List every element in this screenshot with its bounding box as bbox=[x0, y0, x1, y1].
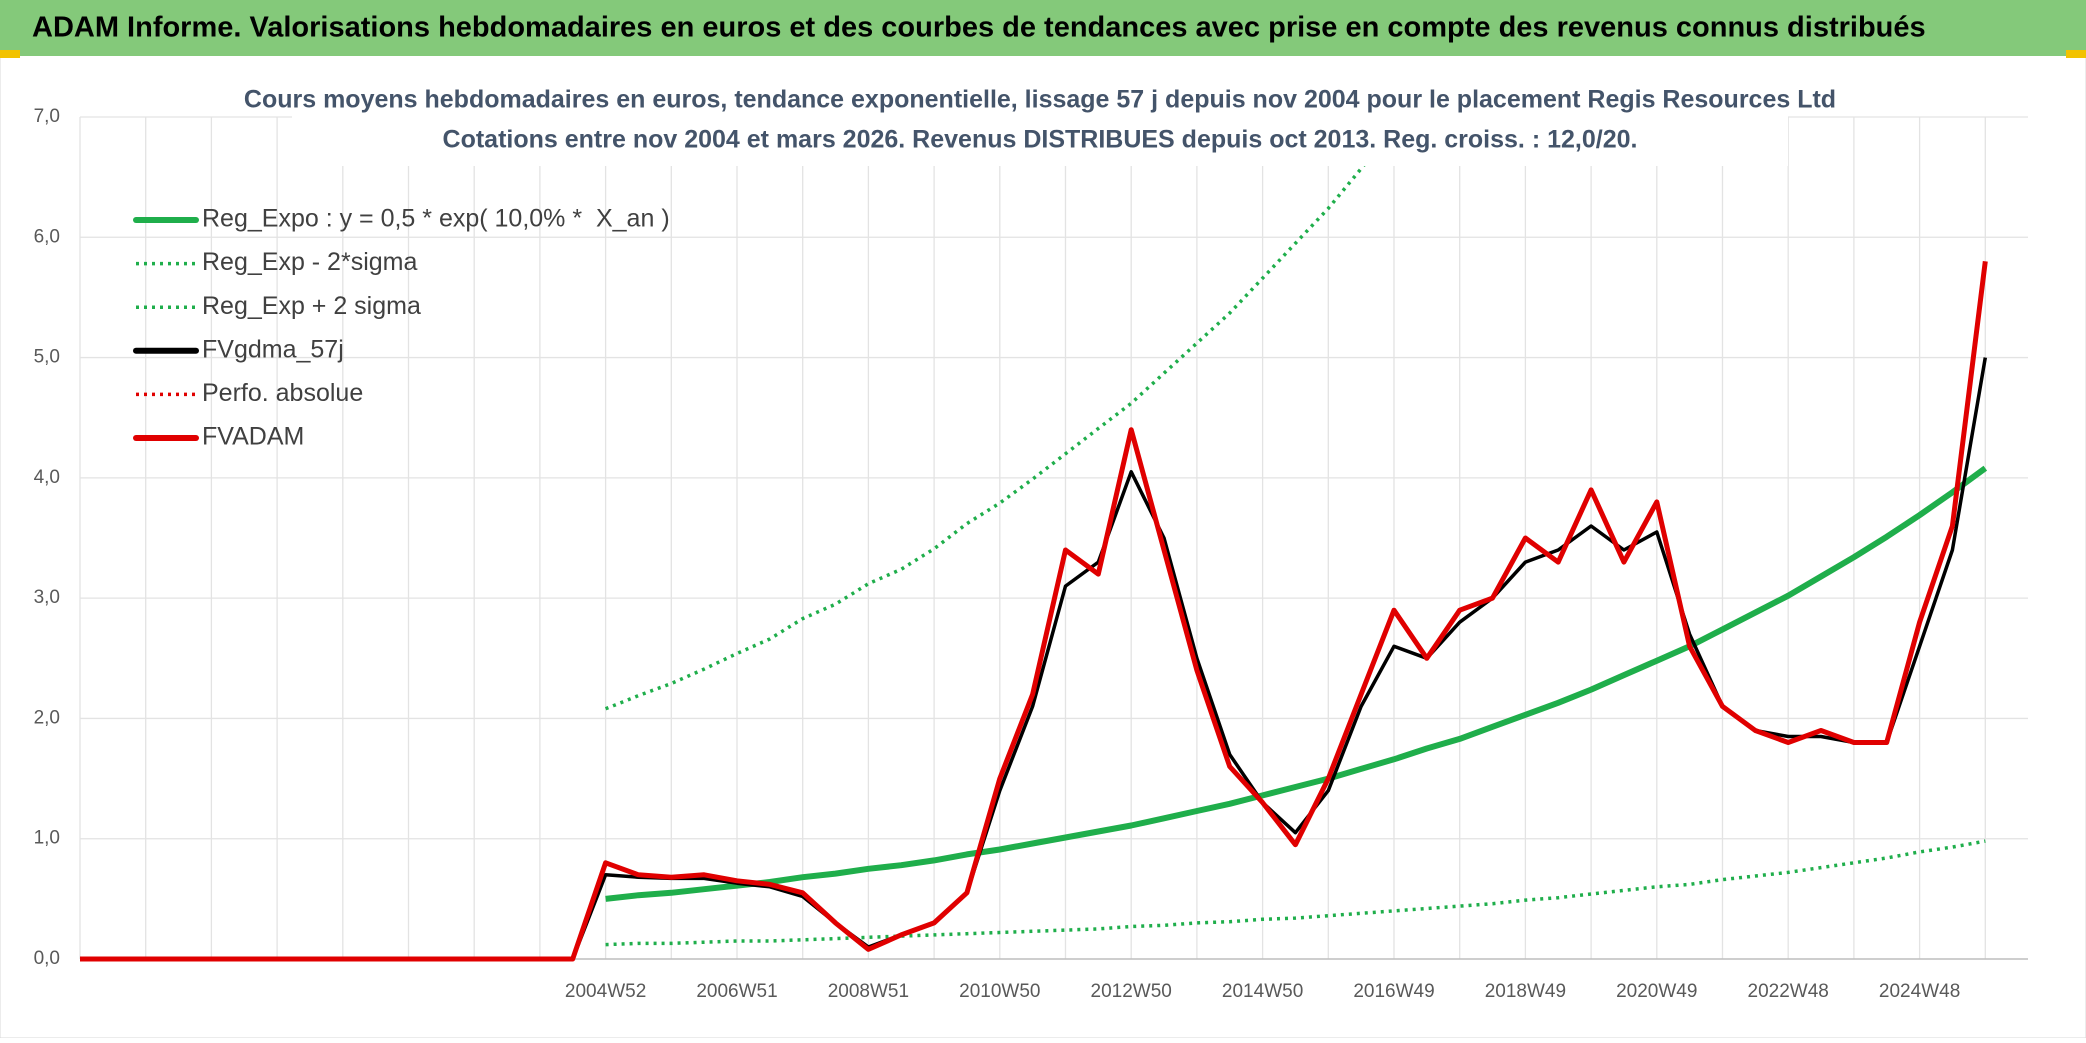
x-tick-label: 2022W48 bbox=[1748, 981, 1829, 1002]
y-tick-label: 7,0 bbox=[34, 106, 60, 127]
header-bar bbox=[0, 0, 2086, 56]
legend-label: Reg_Exp - 2*sigma bbox=[202, 248, 417, 276]
y-tick-label: 5,0 bbox=[34, 347, 60, 368]
x-tick-label: 2020W49 bbox=[1616, 981, 1697, 1002]
x-tick-label: 2014W50 bbox=[1222, 981, 1303, 1002]
x-tick-label: 2006W51 bbox=[696, 981, 777, 1002]
y-tick-label: 6,0 bbox=[34, 226, 60, 247]
header-title: ADAM Informe. Valorisations hebdomadaire… bbox=[32, 12, 1926, 44]
legend-label: Perfo. absolue bbox=[202, 379, 363, 407]
legend: Reg_Expo : y = 0,5 * exp( 10,0% * X_an )… bbox=[133, 205, 670, 451]
corner bbox=[2066, 50, 2086, 58]
x-tick-label: 2018W49 bbox=[1485, 981, 1566, 1002]
legend-label: FVADAM bbox=[202, 423, 304, 451]
legend-label: Reg_Expo : y = 0,5 * exp( 10,0% * X_an ) bbox=[202, 205, 670, 233]
chart-title: Cours moyens hebdomadaires en euros, ten… bbox=[244, 86, 1836, 114]
chart-subtitle: Cotations entre nov 2004 et mars 2026. R… bbox=[443, 126, 1638, 154]
title-box bbox=[292, 78, 1788, 166]
series-line bbox=[605, 465, 1988, 902]
series-line bbox=[80, 260, 1988, 962]
x-tick-label: 2010W50 bbox=[959, 981, 1040, 1002]
x-tick-label: 2004W52 bbox=[565, 981, 646, 1002]
y-tick-label: 3,0 bbox=[34, 587, 60, 608]
y-tick-label: 4,0 bbox=[34, 467, 60, 488]
y-tick-label: 0,0 bbox=[34, 948, 60, 969]
series-line bbox=[604, 112, 1408, 711]
x-tick-label: 2024W48 bbox=[1879, 981, 1960, 1002]
y-tick-label: 2,0 bbox=[34, 707, 60, 728]
x-tick-label: 2012W50 bbox=[1091, 981, 1172, 1002]
grid: 0,0 1,0 2,0 3,0 4,0 5,0 6,0 7,0 2004W52 2006W51 20… bbox=[34, 106, 2028, 1002]
legend-label: FVgdma_57j bbox=[202, 335, 344, 363]
series-line bbox=[605, 839, 1986, 947]
corner bbox=[0, 50, 20, 58]
x-tick-label: 2016W49 bbox=[1353, 981, 1434, 1002]
y-tick-label: 1,0 bbox=[34, 828, 60, 849]
plot-lines bbox=[80, 112, 1988, 962]
x-tick-label: 2008W51 bbox=[828, 981, 909, 1002]
legend-label: Reg_Exp + 2 sigma bbox=[202, 292, 421, 320]
